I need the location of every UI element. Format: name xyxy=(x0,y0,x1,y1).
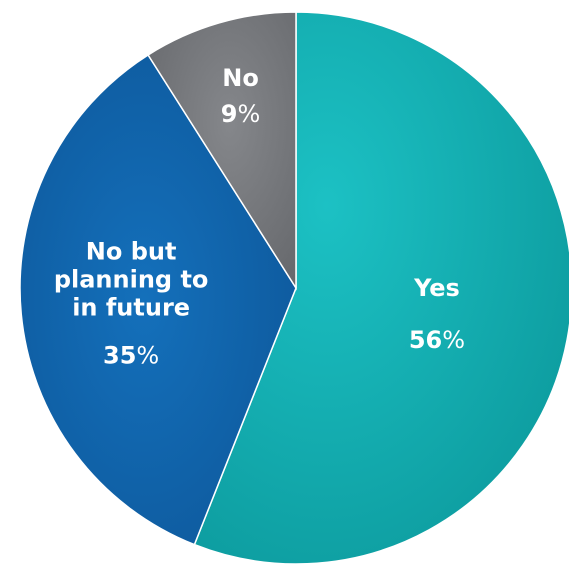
pie-slice-label: Yes xyxy=(413,274,460,302)
pie-slice-value-label: 56% xyxy=(409,326,465,354)
pie-slice-label: in future xyxy=(72,294,190,322)
pie-slice-no-but-planning-to-in-future xyxy=(19,53,297,546)
pie-slice-label: planning to xyxy=(54,266,209,294)
pie-slice-no xyxy=(147,11,297,291)
pie-slice-value-label: 9% xyxy=(221,100,261,128)
pie-slice-label: No xyxy=(222,64,259,92)
pie-slice-label-group: No 9% xyxy=(221,64,261,128)
pie-slice-value-label: 35% xyxy=(103,342,159,370)
pie-slice-label: No but xyxy=(86,238,177,266)
pie-slice-yes xyxy=(193,11,569,565)
pie-slice-label-group: Yes 56% xyxy=(409,274,465,354)
